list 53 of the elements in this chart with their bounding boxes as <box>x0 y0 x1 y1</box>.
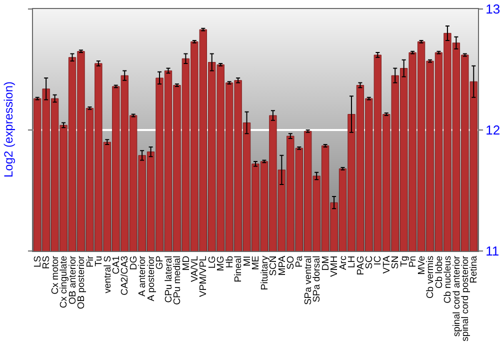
x-tick-label: ventral S <box>102 256 114 294</box>
x-tick-label: SO <box>285 256 296 270</box>
x-tick-label: SPa ventral <box>302 256 314 305</box>
x-tick-label: A anterior <box>137 256 148 296</box>
x-tick-label: LS <box>32 256 44 268</box>
x-tick-label: Pituitary <box>259 256 270 290</box>
x-tick-label: LH <box>346 256 358 268</box>
x-tick-label: spinal cord posterior <box>460 256 471 342</box>
x-tick-label: OB posterior <box>76 256 88 310</box>
x-tick-label: CA1 <box>110 256 122 274</box>
x-tick-label: SN <box>390 256 402 270</box>
x-tick-label: Arc <box>338 256 349 270</box>
x-tick-label: SPa dorsal <box>312 256 323 302</box>
x-tick-label: Cx motor <box>50 256 61 294</box>
x-tick-label: Retina <box>468 255 480 284</box>
x-tick-label: Pn <box>408 256 419 268</box>
x-tick-label: Tu <box>94 256 105 267</box>
x-tick-label: Cb nucleus <box>442 256 454 304</box>
x-tick-label: Pa <box>294 255 306 268</box>
x-tick-label: CPu lateral <box>163 256 174 303</box>
x-tick-label: PAG <box>355 256 366 276</box>
x-tick-label: Pir <box>84 256 96 268</box>
x-tick-label: MPA <box>276 255 288 276</box>
y-tick-label: 13 <box>486 2 500 17</box>
x-tick-label: spinal cord anterior <box>451 256 462 337</box>
y-tick-label: 12 <box>486 122 500 138</box>
x-tick-label: CA2/CA3 <box>120 256 131 296</box>
x-tick-label: VPM/VPL <box>198 256 210 297</box>
x-tick-label: OB anterior <box>67 256 78 304</box>
x-tick-label: Cx cingulate <box>58 256 70 308</box>
y-tick-label: 11 <box>486 244 500 259</box>
x-tick-label: DM <box>320 256 332 271</box>
x-tick-label: GP <box>154 256 166 270</box>
x-tick-label: SCN <box>268 256 280 276</box>
x-tick-label: ME <box>250 256 262 270</box>
x-tick-label: Cb vermis <box>425 256 436 299</box>
x-tick-label: CPu medial <box>172 256 184 305</box>
x-tick-label: VMH <box>329 256 340 277</box>
x-tick-label: IC <box>372 256 384 266</box>
x-tick-label: Tg <box>398 256 410 267</box>
x-tick-label: RS <box>41 256 52 270</box>
x-tick-label: Hb <box>224 256 236 268</box>
x-tick-label: Cb lobe <box>434 256 445 289</box>
x-tick-label: VTA <box>381 255 392 274</box>
x-tick-label: DG <box>128 256 140 270</box>
x-tick-label: Pineal <box>233 256 244 282</box>
x-tick-label: LG <box>206 256 218 268</box>
x-tick-label: A posterior <box>146 256 157 302</box>
x-tick-label: MG <box>216 256 227 272</box>
y-axis-title: Log2 (expression) <box>2 81 16 178</box>
x-tick-label: MVe <box>416 256 428 275</box>
x-tick-label: MI <box>242 256 253 266</box>
x-tick-label: MD <box>180 256 192 271</box>
